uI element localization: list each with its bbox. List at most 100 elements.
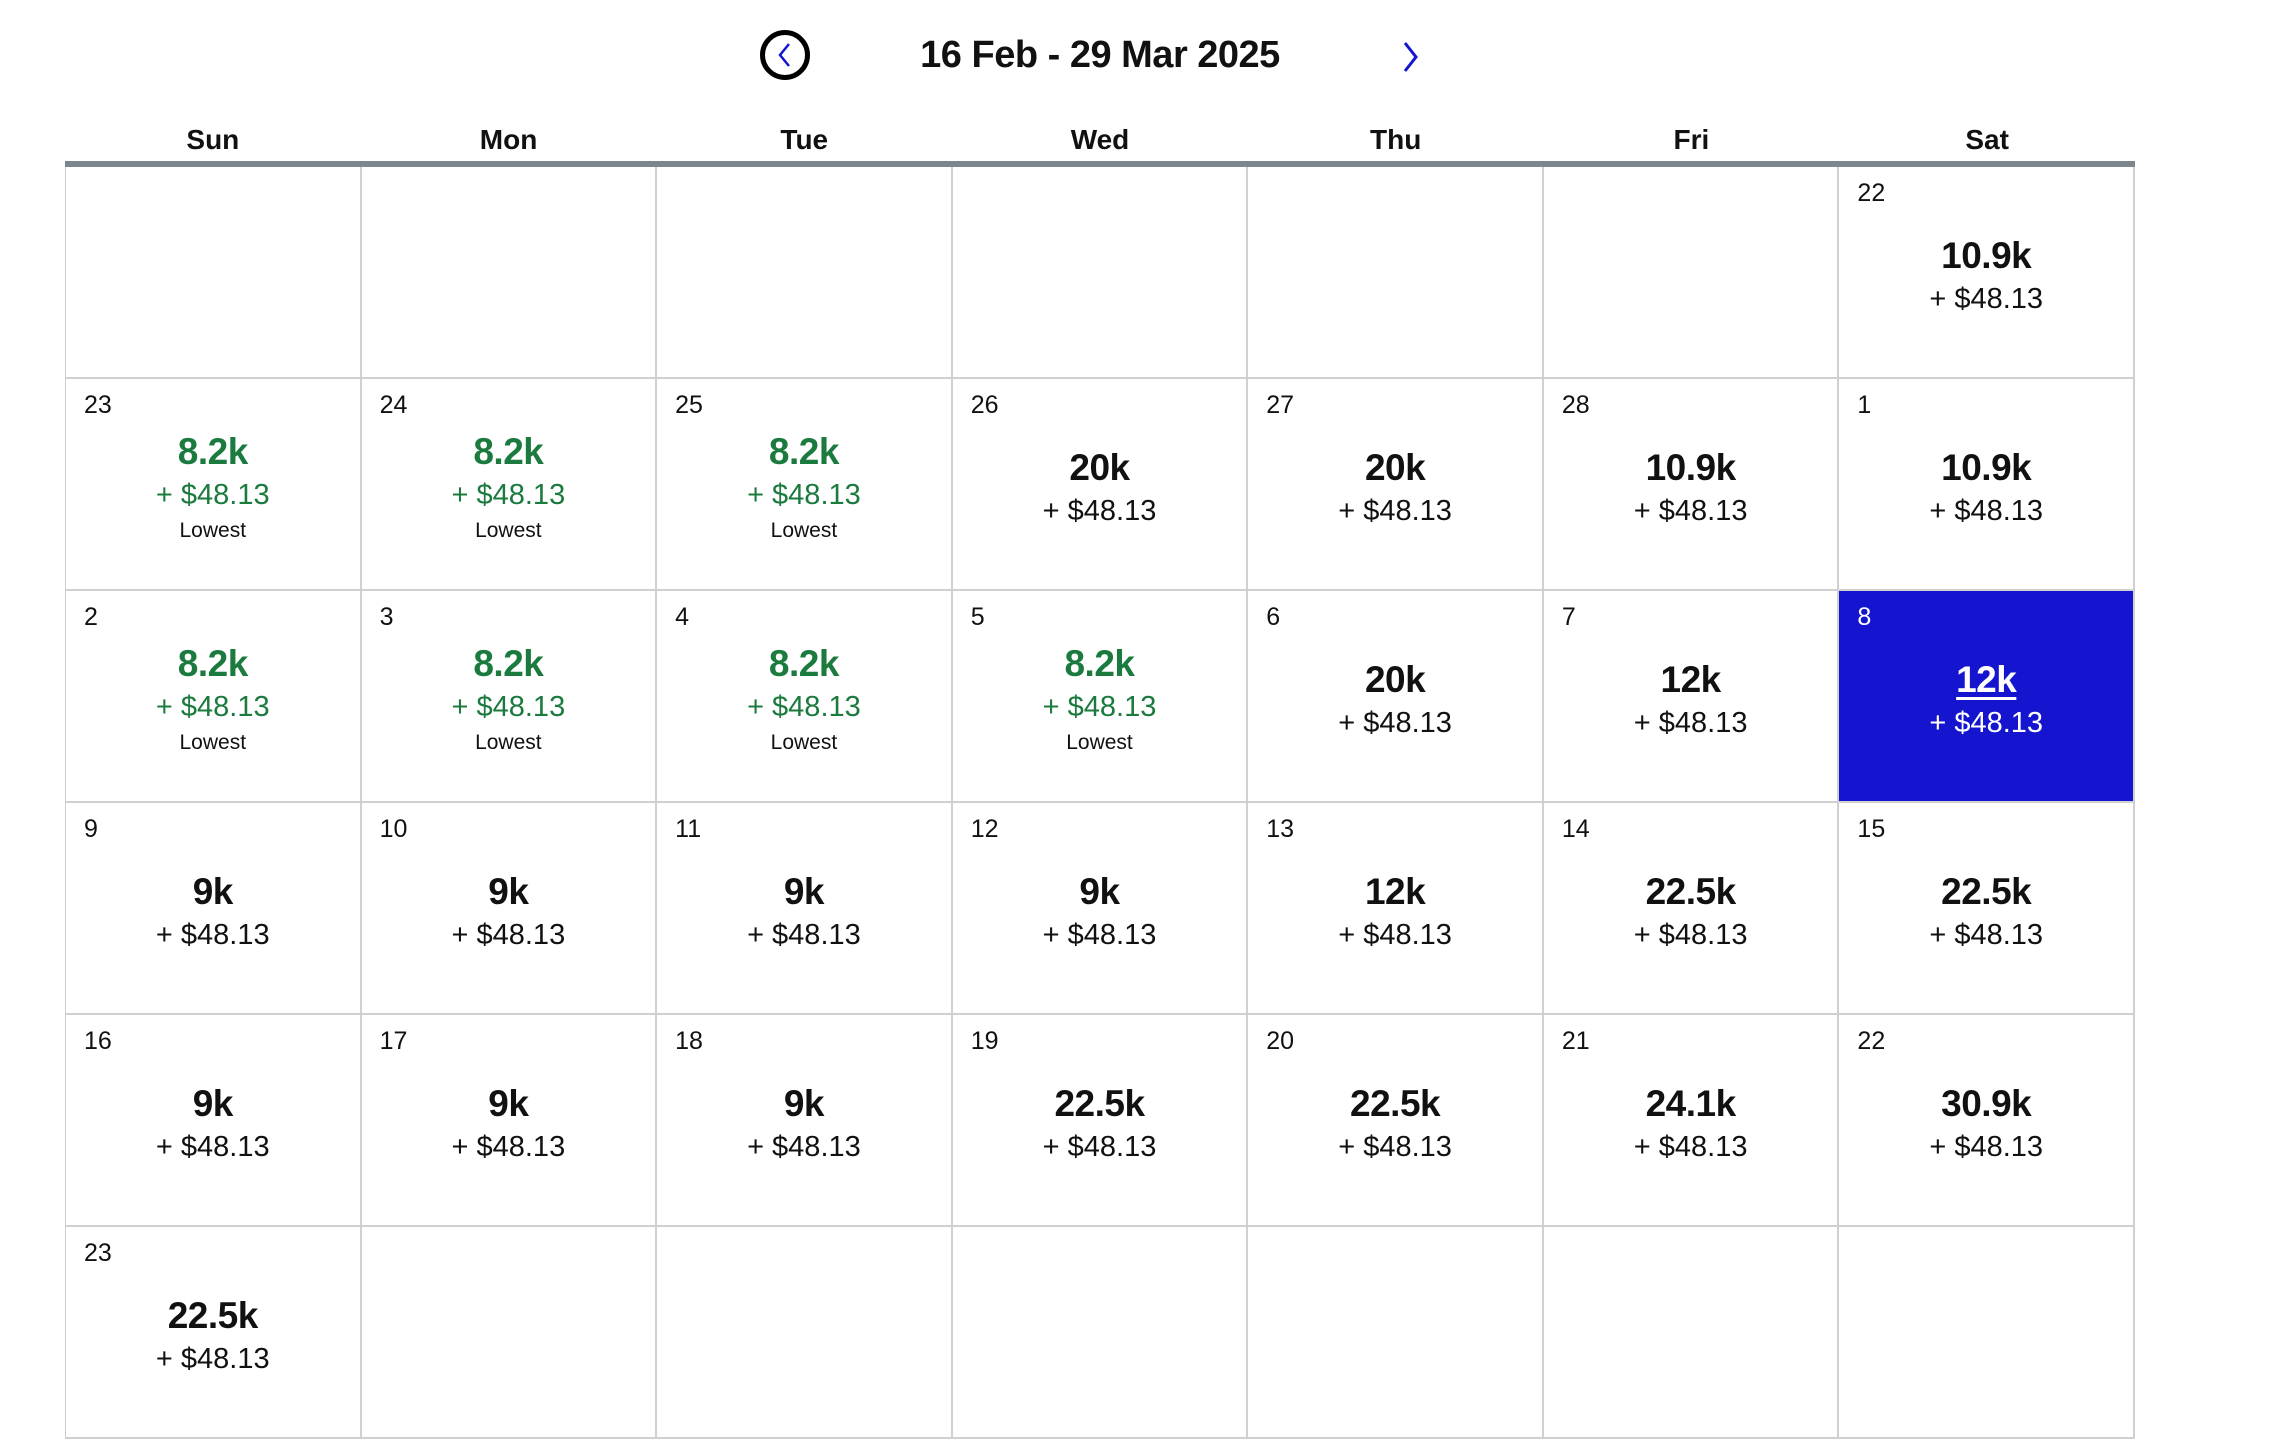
day-number: 23 — [84, 1239, 112, 1267]
day-cell[interactable]: 12 9k + $48.13 — [953, 803, 1249, 1013]
day-cell[interactable]: 13 12k + $48.13 — [1248, 803, 1544, 1013]
day-number: 22 — [1857, 1027, 1886, 1055]
day-cell[interactable]: 16 9k + $48.13 — [66, 1015, 362, 1225]
points-price: 9k — [192, 1083, 234, 1124]
day-cell[interactable]: 20 22.5k + $48.13 — [1248, 1015, 1544, 1225]
lowest-label: Lowest — [179, 519, 247, 542]
cash-fee: + $48.13 — [1042, 691, 1157, 723]
points-price: 9k — [1079, 871, 1120, 912]
cash-fee: + $48.13 — [155, 1343, 270, 1375]
empty-day-cell — [657, 167, 953, 377]
day-cell[interactable]: 10 9k + $48.13 — [362, 803, 658, 1013]
cash-fee: + $48.13 — [1042, 495, 1157, 527]
calendar-week: 23 22.5k + $48.13 — [66, 1227, 2135, 1439]
cash-fee: + $48.13 — [1338, 495, 1452, 527]
day-cell[interactable]: 22 10.9k + $48.13 — [1839, 167, 2135, 377]
day-cell[interactable]: 17 9k + $48.13 — [362, 1015, 658, 1225]
calendar-week: 2 8.2k + $48.13 Lowest 3 8.2k + $48.13 Lowest 4 8… — [66, 591, 2135, 803]
weekday-fri: Fri — [1673, 124, 1710, 155]
price-calendar: Sun Mon Tue Wed Thu Fri Sat 22 10.9k + $48.13 23 8… — [65, 120, 2135, 1439]
cash-fee: + $48.13 — [1929, 919, 2044, 951]
day-cell[interactable]: 11 9k + $48.13 — [657, 803, 953, 1013]
calendar-week: 16 9k + $48.13 17 9k + $48.13 18 9k + $48.13 19 22… — [66, 1015, 2135, 1227]
points-price: 8.2k — [473, 643, 544, 684]
day-cell[interactable]: 25 8.2k + $48.13 Lowest — [657, 379, 953, 589]
points-price: 10.9k — [1941, 235, 2032, 276]
day-number: 7 — [1561, 603, 1576, 631]
points-price: 8.2k — [473, 431, 544, 472]
day-cell[interactable]: 6 20k + $48.13 — [1248, 591, 1544, 801]
cash-fee: + $48.13 — [1338, 919, 1452, 951]
day-cell-selected[interactable]: 8 12k + $48.13 — [1839, 591, 2135, 801]
day-number: 1 — [1857, 391, 1872, 419]
day-number: 16 — [84, 1027, 112, 1055]
day-number: 21 — [1561, 1027, 1590, 1055]
day-cell[interactable]: 23 8.2k + $48.13 Lowest — [66, 379, 362, 589]
day-cell[interactable]: 5 8.2k + $48.13 Lowest — [953, 591, 1249, 801]
cash-fee: + $48.13 — [1338, 1131, 1452, 1163]
date-range-title: 16 Feb - 29 Mar 2025 — [920, 34, 1280, 76]
day-cell[interactable]: 1 10.9k + $48.13 — [1839, 379, 2135, 589]
calendar-week: 23 8.2k + $48.13 Lowest 24 8.2k + $48.13 Lowest… — [66, 379, 2135, 591]
points-price: 24.1k — [1645, 1083, 1737, 1124]
cash-fee: + $48.13 — [1929, 1131, 2044, 1163]
cash-fee: + $48.13 — [1633, 1131, 1748, 1163]
points-price: 9k — [192, 871, 234, 912]
points-price: 22.5k — [1941, 871, 2032, 912]
day-cell[interactable]: 9 9k + $48.13 — [66, 803, 362, 1013]
day-cell[interactable]: 2 8.2k + $48.13 Lowest — [66, 591, 362, 801]
day-cell[interactable]: 4 8.2k + $48.13 Lowest — [657, 591, 953, 801]
points-price: 20k — [1364, 447, 1426, 488]
points-price: 9k — [488, 871, 529, 912]
day-cell[interactable]: 24 8.2k + $48.13 Lowest — [362, 379, 658, 589]
weekday-wed: Wed — [1070, 124, 1130, 155]
lowest-label: Lowest — [770, 519, 838, 542]
day-cell[interactable]: 23 22.5k + $48.13 — [66, 1227, 362, 1437]
calendar-week: 9 9k + $48.13 10 9k + $48.13 11 9k + $48.13 12 9k +… — [66, 803, 2135, 1015]
chevron-right-icon — [1403, 42, 1418, 72]
calendar-week: 22 10.9k + $48.13 — [66, 167, 2135, 379]
day-number: 9 — [84, 815, 98, 843]
day-cell[interactable]: 15 22.5k + $48.13 — [1839, 803, 2135, 1013]
day-cell[interactable]: 18 9k + $48.13 — [657, 1015, 953, 1225]
cash-fee: + $48.13 — [747, 919, 861, 951]
calendar-weeks: 22 10.9k + $48.13 23 8.2k + $48.13 Lowest 24 8.2… — [65, 167, 2135, 1439]
previous-range-button[interactable] — [760, 30, 810, 80]
empty-day-cell — [1248, 167, 1544, 377]
cash-fee: + $48.13 — [451, 919, 566, 951]
cash-fee: + $48.13 — [1042, 919, 1157, 951]
day-cell[interactable]: 27 20k + $48.13 — [1248, 379, 1544, 589]
points-price: 20k — [1364, 659, 1426, 700]
day-cell[interactable]: 7 12k + $48.13 — [1544, 591, 1840, 801]
day-cell[interactable]: 28 10.9k + $48.13 — [1544, 379, 1840, 589]
day-number: 17 — [379, 1027, 408, 1055]
day-cell[interactable]: 26 20k + $48.13 — [953, 379, 1249, 589]
points-price: 10.9k — [1645, 447, 1737, 488]
points-price: 10.9k — [1941, 447, 2032, 488]
day-cell[interactable]: 19 22.5k + $48.13 — [953, 1015, 1249, 1225]
cash-fee: + $48.13 — [155, 1131, 270, 1163]
cash-fee: + $48.13 — [747, 479, 861, 511]
points-price: 8.2k — [1064, 643, 1135, 684]
next-range-button[interactable] — [1390, 34, 1430, 80]
day-number: 2 — [84, 603, 98, 631]
day-number: 24 — [379, 391, 408, 419]
empty-day-cell — [66, 167, 362, 377]
day-number: 14 — [1561, 815, 1590, 843]
day-number: 6 — [1266, 603, 1281, 631]
points-price: 8.2k — [177, 431, 249, 472]
day-cell[interactable]: 3 8.2k + $48.13 Lowest — [362, 591, 658, 801]
day-number: 18 — [675, 1027, 703, 1055]
empty-day-cell — [1544, 167, 1840, 377]
day-cell[interactable]: 21 24.1k + $48.13 — [1544, 1015, 1840, 1225]
cash-fee: + $48.13 — [155, 479, 270, 511]
points-price: 9k — [783, 1083, 825, 1124]
weekday-thu: Thu — [1370, 124, 1422, 155]
day-number: 28 — [1561, 391, 1590, 419]
points-price: 8.2k — [768, 431, 840, 472]
day-number: 10 — [379, 815, 408, 843]
day-cell[interactable]: 14 22.5k + $48.13 — [1544, 803, 1840, 1013]
day-cell[interactable]: 22 30.9k + $48.13 — [1839, 1015, 2135, 1225]
lowest-label: Lowest — [179, 731, 247, 754]
day-number: 5 — [970, 603, 985, 631]
